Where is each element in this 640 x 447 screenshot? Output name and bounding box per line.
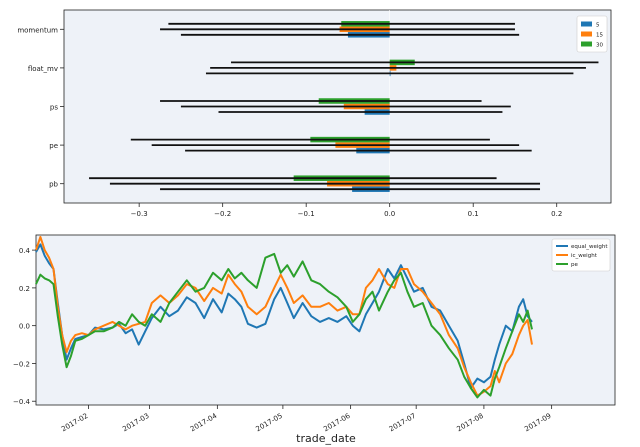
- legend-label-15: 15: [596, 33, 603, 39]
- x-tick-label: 0.2: [551, 210, 562, 218]
- legend-swatch-15: [581, 31, 592, 37]
- errorbars-layer: [89, 22, 599, 191]
- legend-swatch-5: [581, 21, 592, 27]
- legend-swatch-30: [581, 41, 592, 47]
- x-tick-label: 2017-09: [523, 412, 552, 434]
- bar-chart-legend: 5 15 30: [576, 15, 608, 53]
- legend-label-30: 30: [596, 43, 603, 49]
- legend-label-equal_weight: equal_weight: [571, 244, 608, 250]
- x-tick-label: 2017-04: [189, 412, 219, 434]
- lines-layer: [35, 235, 533, 399]
- y-tick-label: pe: [49, 142, 58, 150]
- y-tick-label: 0.4: [19, 247, 31, 255]
- y-tick-label: ps: [50, 104, 58, 112]
- legend-label-ic_weight: ic_weight: [571, 253, 598, 259]
- line-chart-xlabel: trade_date: [296, 432, 356, 445]
- x-tick-label: 2017-07: [388, 412, 417, 434]
- y-tick-label: 0.2: [19, 285, 30, 293]
- x-tick-label: −0.1: [298, 210, 315, 218]
- line-chart: −0.4 −0.2 0.0 0.2 0.4 2017-02 2017-03 2017-04 20…: [13, 234, 616, 445]
- y-tick-label: −0.2: [13, 360, 30, 368]
- x-tick-label: 2017-08: [456, 412, 485, 434]
- legend-label-5: 5: [596, 23, 600, 29]
- series-line-equal_weight: [35, 243, 533, 389]
- y-tick-label: −0.4: [13, 398, 31, 406]
- y-tick-label: pb: [49, 181, 58, 189]
- y-tick-label: momentum: [17, 26, 58, 34]
- x-tick-label: 2017-05: [255, 412, 284, 434]
- x-tick-label: 0.1: [468, 210, 479, 218]
- x-tick-label: 2017-06: [322, 412, 352, 434]
- series-line-ic_weight: [35, 235, 533, 397]
- x-tick-label: −0.2: [214, 210, 231, 218]
- y-tick-label: 0.0: [19, 323, 30, 331]
- x-tick-label: 2017-03: [121, 412, 150, 434]
- x-tick-label: 0.0: [384, 210, 395, 218]
- x-tick-label: 2017-02: [60, 412, 89, 434]
- legend-label-pe: pe: [571, 262, 578, 268]
- x-tick-label: −0.3: [131, 210, 148, 218]
- series-line-pe: [35, 252, 533, 399]
- y-tick-label: float_mv: [28, 65, 58, 73]
